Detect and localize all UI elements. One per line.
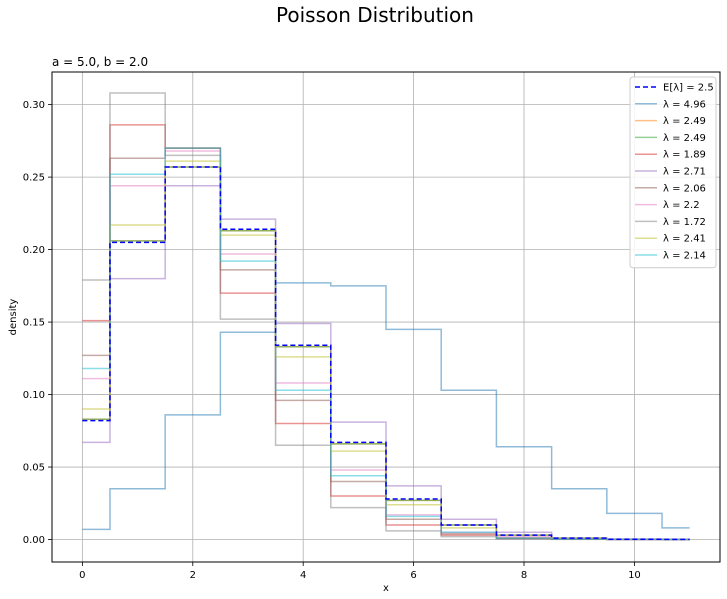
- series-layer: [82, 92, 690, 541]
- legend-entry: λ = 2.41: [663, 234, 706, 245]
- legend-entry: λ = 2.49: [663, 133, 706, 144]
- series-line-expected: [82, 166, 690, 541]
- y-tick-label: 0.15: [23, 318, 45, 329]
- x-tick-label: 10: [628, 570, 641, 581]
- y-tick-label: 0.25: [23, 173, 45, 184]
- legend-box: [629, 76, 717, 269]
- y-tick-label: 0.05: [23, 463, 45, 474]
- y-tick-label: 0.00: [23, 535, 45, 546]
- axes-frame: [51, 71, 721, 563]
- x-tick-label: 6: [410, 570, 416, 581]
- ticks: 0 2 4 6 8 10 0.00 0.05 0.10 0.15 0.20 0.25 0.30: [23, 100, 641, 581]
- legend-entry: λ = 1.72: [663, 217, 706, 228]
- legend-entry: λ = 2.2: [663, 200, 700, 211]
- x-tick-label: 0: [79, 570, 85, 581]
- chart-subtitle: a = 5.0, b = 2.0: [52, 55, 148, 69]
- legend: E[λ] = 2.5 λ = 4.96 λ = 2.49 λ = 2.49 λ = 1.…: [629, 76, 717, 269]
- legend-entry: λ = 2.14: [663, 251, 706, 262]
- legend-entry: λ = 2.06: [663, 183, 706, 194]
- legend-entry: λ = 1.89: [663, 150, 706, 161]
- series-line: [82, 282, 690, 531]
- y-tick-label: 0.30: [23, 100, 45, 111]
- x-axis-label: x: [383, 583, 389, 594]
- chart-title: Poisson Distribution: [276, 3, 474, 27]
- legend-entry: λ = 2.71: [663, 167, 706, 178]
- y-axis-label: density: [8, 299, 19, 336]
- y-tick-label: 0.20: [23, 245, 45, 256]
- y-tick-label: 0.10: [23, 390, 45, 401]
- legend-entry: λ = 2.49: [663, 116, 706, 127]
- x-tick-label: 8: [521, 570, 527, 581]
- x-tick-label: 2: [190, 570, 196, 581]
- series-line: [82, 147, 690, 541]
- x-tick-label: 4: [300, 570, 306, 581]
- legend-entry: λ = 4.96: [663, 99, 706, 110]
- legend-entry: E[λ] = 2.5: [663, 83, 714, 94]
